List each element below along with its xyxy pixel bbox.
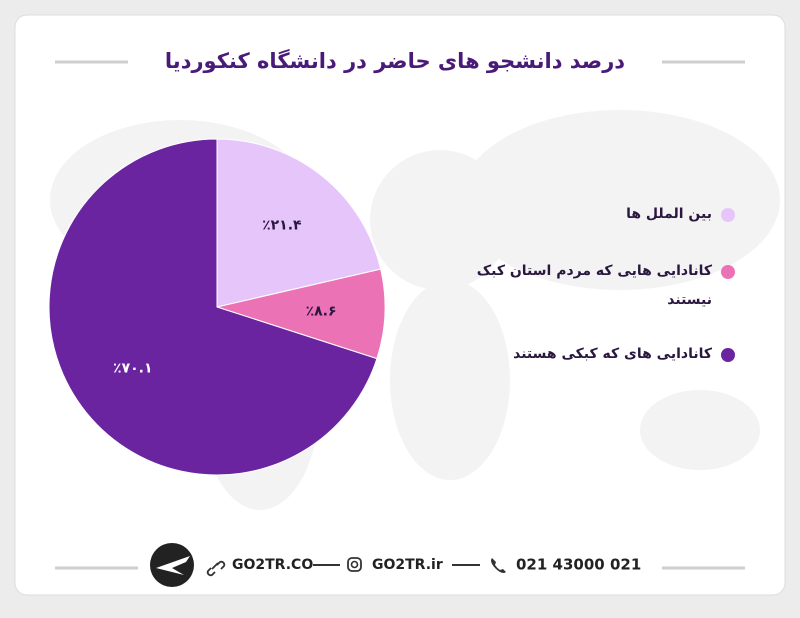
website: GO2TR.CO [232, 557, 313, 573]
instagram-icon [350, 560, 359, 569]
logo-plane [156, 556, 190, 575]
phone: 021 43000 021 [516, 556, 641, 574]
legend-label: کانادایی های که کبکی هستند [513, 346, 712, 362]
pie-slice [216, 138, 382, 308]
legend-marker [721, 348, 735, 362]
link-icon [206, 560, 226, 577]
chart-title: درصد دانشجو های حاضر در دانشگاه کنکوردیا [165, 48, 625, 73]
legend-marker [721, 208, 735, 222]
phone-icon [491, 558, 506, 573]
data-label: ٪۸.۶ [306, 303, 337, 319]
instagram-icon [347, 557, 362, 572]
pie-slice [215, 268, 386, 360]
legend-label: کانادایی هایی که مردم استان کبک نیستند [476, 263, 712, 308]
data-label: ٪۲۱.۴ [262, 217, 302, 233]
instagram: GO2TR.ir [372, 557, 443, 573]
legend-label: بین الملل ها [626, 206, 712, 222]
legend-marker [721, 265, 735, 279]
data-label: ٪۷۰.۱ [113, 360, 153, 376]
pie-slice [48, 138, 378, 476]
